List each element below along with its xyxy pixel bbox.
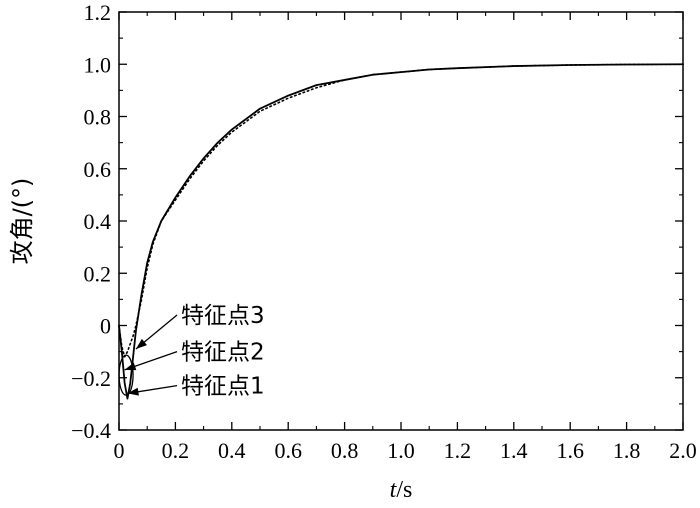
- y-tick-label: 0.4: [84, 209, 112, 234]
- x-tick-label: 1.8: [613, 438, 641, 463]
- axis-ticks: [118, 11, 684, 431]
- x-tick-label: 0.2: [162, 438, 190, 463]
- x-tick-label: 0.8: [331, 438, 359, 463]
- x-tick-label: 1.2: [444, 438, 472, 463]
- annotation-label: 特征点3: [181, 303, 265, 329]
- x-tick-label: 1.4: [500, 438, 528, 463]
- y-axis-title: 攻角/(°): [8, 178, 36, 265]
- annotation-arrow-head: [135, 338, 147, 350]
- annotations: 特征点3 特征点2 特征点1: [118, 303, 265, 400]
- annotation-label: 特征点2: [181, 340, 265, 366]
- x-tick-label: 0.6: [274, 438, 302, 463]
- feature-loop: [118, 354, 134, 396]
- annotation-arrow-head: [124, 362, 137, 371]
- y-tick-label: 1.0: [84, 52, 112, 77]
- y-tick-label: 0: [100, 314, 111, 339]
- plot-frame: [118, 11, 684, 431]
- x-axis-title: t/s: [390, 477, 413, 503]
- y-tick-label: 0.2: [84, 261, 112, 286]
- y-tick-label: 0.6: [84, 157, 112, 182]
- x-tick-label: 1.0: [387, 438, 415, 463]
- x-axis-title-unit: /s: [396, 477, 412, 503]
- y-tick-label: −0.2: [71, 366, 111, 391]
- x-tick-label: 0.4: [218, 438, 246, 463]
- annotation-arrow-head: [127, 387, 139, 396]
- y-tick-label: 0.8: [84, 105, 112, 130]
- x-axis-title-italic: t: [390, 477, 398, 503]
- x-tick-label: 1.6: [556, 438, 584, 463]
- axis-tick-labels: 0 0.2 0.4 0.6 0.8 1.0 1.2 1.4 1.6 1.8 2.0 −0.4 −0.2 0…: [71, 0, 697, 463]
- y-tick-label: −0.4: [71, 418, 111, 443]
- annotation-label: 特征点1: [181, 374, 265, 400]
- x-tick-label: 0: [114, 438, 125, 463]
- x-tick-label: 2.0: [669, 438, 697, 463]
- series-line-dotted: [118, 63, 684, 358]
- plot-border: [118, 11, 684, 431]
- y-tick-label: 1.2: [84, 0, 112, 25]
